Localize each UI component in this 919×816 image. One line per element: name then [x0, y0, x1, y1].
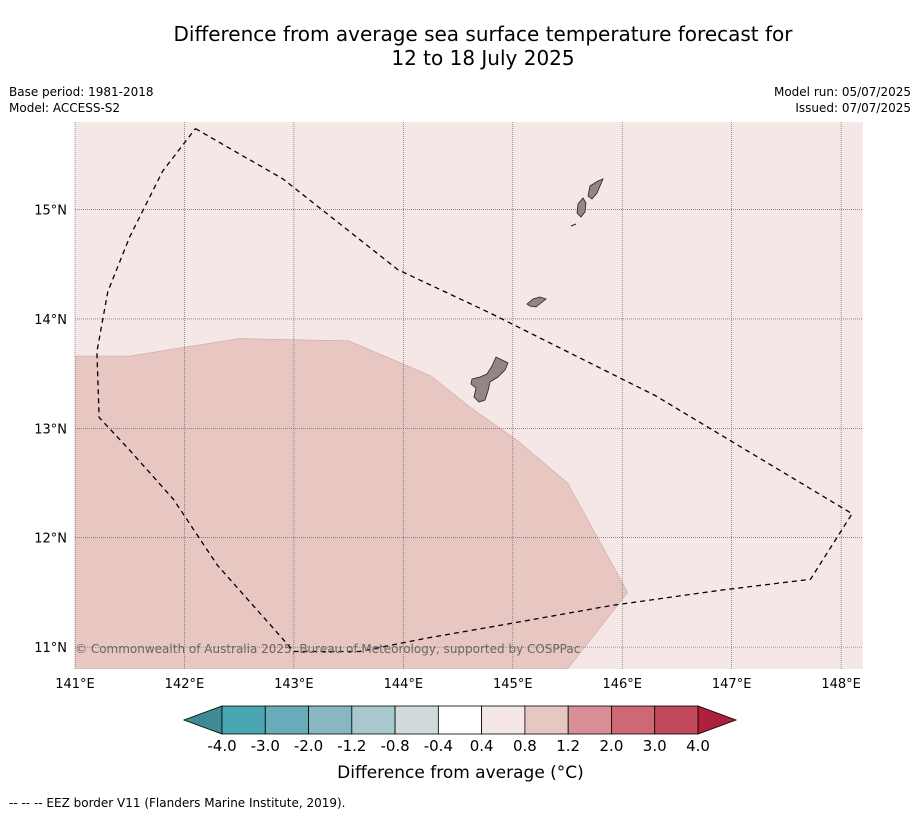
colorbar-tick-label: 3.0	[643, 737, 667, 755]
colorbar-tick-label: 1.2	[556, 737, 580, 755]
colorbar-low-extend	[182, 705, 223, 735]
lon-tick-label: 145°E	[493, 677, 533, 692]
lat-tick-label: 15°N	[34, 204, 67, 219]
colorbar-tick-label: 4.0	[686, 737, 710, 755]
colorbar-segment	[437, 705, 483, 735]
sst-anomaly-map: 141°E 142°E 143°E 144°E 145°E 146°E 147°E 148°E…	[34, 122, 863, 755]
saipan-island	[587, 178, 604, 200]
eez-legend-note: -- -- -- EEZ border V11 (Flanders Marine…	[9, 796, 346, 810]
lon-tick-label: 147°E	[712, 677, 752, 692]
colorbar-tick-label: -1.2	[337, 737, 366, 755]
lon-tick-label: 148°E	[821, 677, 861, 692]
colorbar-segment	[308, 705, 353, 735]
colorbar-tick-label: -3.0	[251, 737, 280, 755]
chart-title: Difference from average sea surface temp…	[0, 22, 919, 70]
colorbar-segment	[654, 705, 699, 735]
tinian-island	[576, 197, 587, 218]
guam-island	[470, 356, 509, 403]
meta-right: Model run: 05/07/2025 Issued: 07/07/2025	[774, 84, 911, 116]
colorbar-tick-label: -0.4	[424, 737, 453, 755]
lat-tick-label: 12°N	[34, 532, 67, 547]
colorbar-tick-label: 2.0	[600, 737, 624, 755]
rota-island	[526, 296, 547, 308]
title-line-1: Difference from average sea surface temp…	[173, 22, 793, 46]
lat-tick-label: 13°N	[34, 422, 67, 437]
copyright-notice: © Commonwealth of Australia 2025, Bureau…	[75, 642, 580, 656]
lon-tick-label: 146°E	[602, 677, 642, 692]
aguijan-island	[570, 223, 577, 227]
lon-tick-label: 143°E	[274, 677, 314, 692]
colorbar-tick-label: -4.0	[207, 737, 236, 755]
lon-tick-label: 144°E	[384, 677, 424, 692]
colorbar-segment	[264, 705, 309, 735]
colorbar-label: Difference from average (°C)	[337, 763, 584, 783]
lon-tick-label: 141°E	[55, 677, 95, 692]
colorbar-segment	[351, 705, 396, 735]
colorbar-tick-label: -0.8	[380, 737, 409, 755]
colorbar-high-extend	[697, 705, 738, 735]
colorbar-segment	[221, 705, 266, 735]
lat-tick-label: 11°N	[34, 641, 67, 656]
colorbar-segment	[567, 705, 612, 735]
colorbar-segment	[524, 705, 569, 735]
model-name: Model: ACCESS-S2	[9, 101, 121, 115]
meta-left: Base period: 1981-2018 Model: ACCESS-S2	[9, 84, 154, 116]
lon-tick-label: 142°E	[165, 677, 205, 692]
colorbar-segment	[481, 705, 526, 735]
base-period: Base period: 1981-2018	[9, 85, 154, 99]
title-line-2: 12 to 18 July 2025	[391, 46, 575, 70]
colorbar-segment	[611, 705, 656, 735]
issued-date: Issued: 07/07/2025	[795, 101, 911, 115]
model-run: Model run: 05/07/2025	[773, 85, 911, 99]
warm-anomaly-region	[75, 338, 629, 669]
lat-tick-label: 14°N	[34, 313, 67, 328]
colorbar-tick-label: 0.4	[470, 737, 494, 755]
colorbar-tick-label: 0.8	[513, 737, 537, 755]
colorbar-tick-label: -2.0	[294, 737, 323, 755]
colorbar-segment	[394, 705, 439, 735]
